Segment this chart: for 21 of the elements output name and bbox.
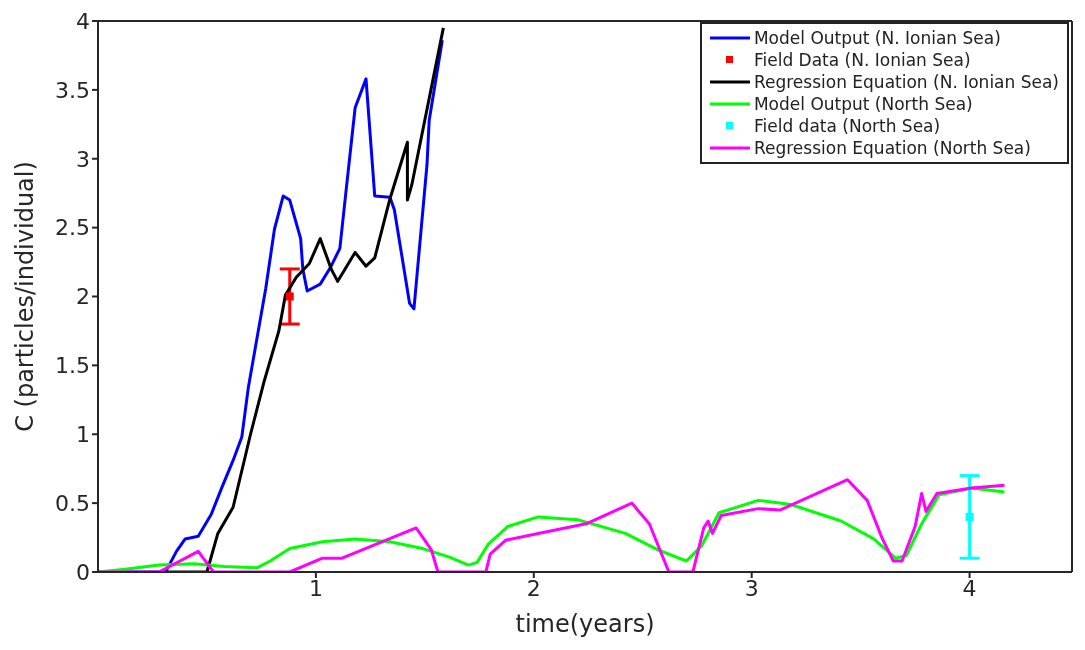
x-tick-label: 3 [744, 575, 759, 601]
x-tick-label: 1 [308, 575, 323, 601]
legend-label: Field Data (N. Ionian Sea) [753, 49, 971, 71]
x-axis-title: time(years) [515, 610, 655, 638]
y-tick-label: 4 [76, 8, 90, 34]
y-tick-label: 3.5 [55, 77, 90, 103]
y-tick-label: 2 [76, 284, 90, 310]
legend-label: Field data (North Sea) [753, 115, 941, 137]
y-tick-label: 3 [76, 146, 90, 172]
y-axis-title: C (particles/individual) [10, 161, 39, 432]
legend-label: Regression Equation (North Sea) [753, 137, 1031, 159]
y-tick-label: 0 [76, 559, 90, 585]
y-tick-label: 2.5 [55, 215, 90, 241]
legend-label: Regression Equation (N. Ionian Sea) [753, 71, 1059, 93]
y-tick-label: 0.5 [55, 490, 90, 516]
x-tick-label: 4 [962, 575, 977, 601]
y-tick-label: 1 [76, 422, 90, 448]
legend-label: Model Output (N. Ionian Sea) [753, 27, 1001, 49]
legend-label: Model Output (North Sea) [753, 93, 973, 115]
y-tick-label: 1.5 [55, 353, 90, 379]
x-tick-label: 2 [526, 575, 541, 601]
